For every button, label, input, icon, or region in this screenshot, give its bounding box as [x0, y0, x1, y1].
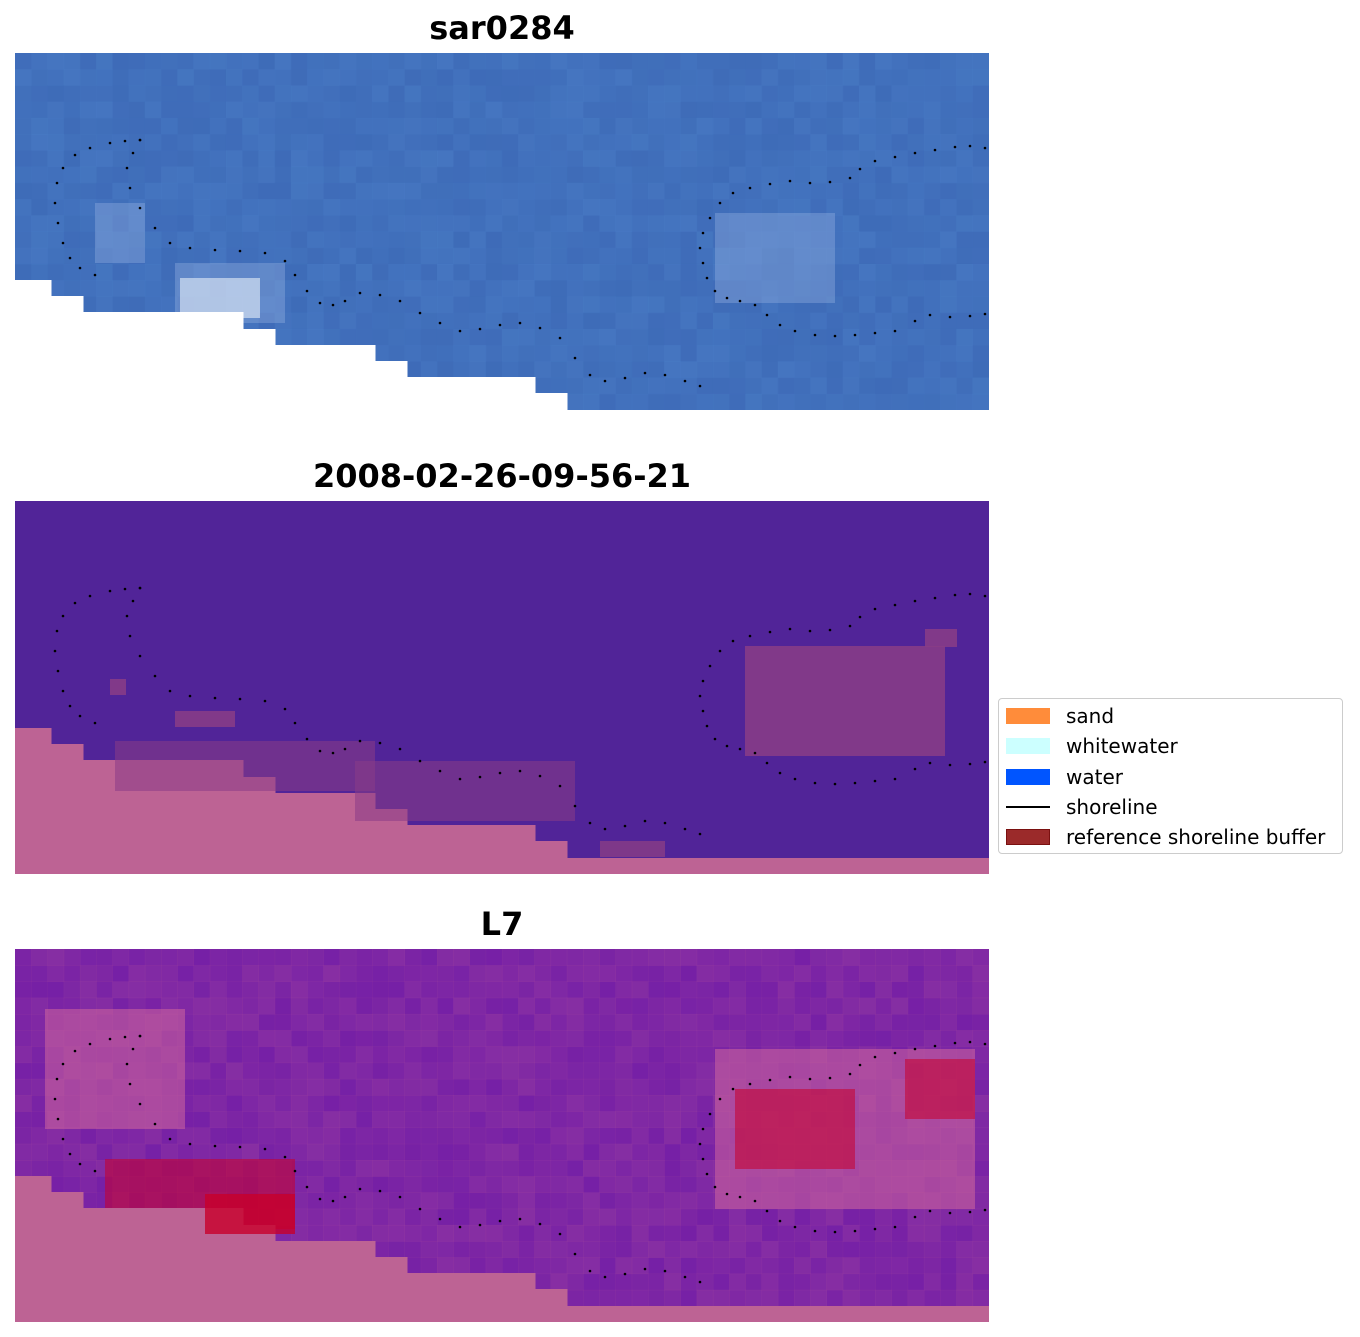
panel-title-date: 2008-02-26-09-56-21 [312, 457, 692, 495]
shoreline-dots [53, 586, 987, 836]
whitewater-swatch [1006, 738, 1050, 754]
legend-item-sand: sand [1006, 704, 1115, 728]
classification-panel [15, 501, 989, 874]
legend-item-shoreline: shoreline [1006, 795, 1158, 819]
legend-item-reference-buffer: reference shoreline buffer [1006, 825, 1326, 849]
shoreline-line-swatch [1006, 806, 1050, 808]
probability-panel [15, 949, 989, 1322]
legend: sand whitewater water shoreline referenc… [998, 698, 1343, 854]
rgb-image-panel [15, 53, 989, 410]
legend-label: sand [1066, 704, 1115, 728]
legend-item-whitewater: whitewater [1006, 734, 1178, 758]
panel-title-sensor: L7 [480, 905, 524, 943]
shoreline-dots [53, 138, 987, 388]
panel-title-sar: sar0284 [429, 9, 575, 47]
sand-swatch [1006, 708, 1050, 724]
legend-label: reference shoreline buffer [1066, 825, 1326, 849]
shoreline-dots [53, 1034, 987, 1284]
water-swatch [1006, 769, 1050, 785]
legend-item-water: water [1006, 765, 1123, 789]
legend-label: water [1066, 765, 1123, 789]
legend-label: whitewater [1066, 734, 1178, 758]
buffer-swatch [1006, 829, 1050, 845]
legend-label: shoreline [1066, 795, 1158, 819]
